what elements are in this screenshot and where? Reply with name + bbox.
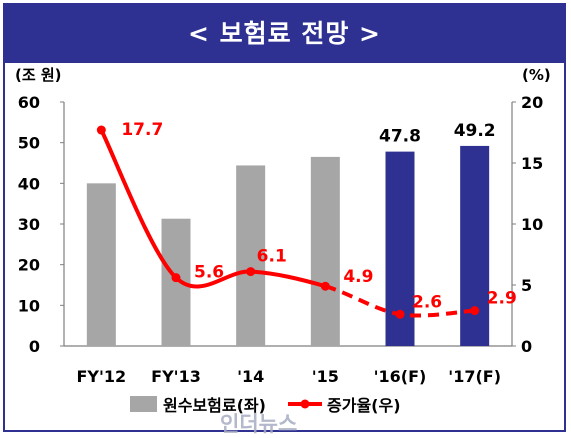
right-tick-label: 10 [521,215,543,234]
left-tick-label: 10 [18,296,40,315]
growth-value-label: 4.9 [343,267,373,287]
growth-value-label: 2.9 [487,289,517,309]
category-label: FY'13 [151,367,201,386]
legend-line-marker [300,399,310,409]
left-tick-label: 60 [18,93,40,112]
growth-marker-6 [470,306,480,316]
growth-marker-1 [96,125,106,135]
growth-value-label: 17.7 [121,120,163,140]
right-tick-label: 20 [521,93,543,112]
legend-bar-label: 원수보험료(좌) [163,396,266,415]
left-tick-label: 40 [18,174,40,193]
bar-value-label: 47.8 [379,127,421,147]
right-tick-label: 5 [521,276,532,295]
bar-value-label: 49.2 [454,121,496,141]
right-tick-label: 15 [521,154,543,173]
bar-1 [86,183,116,346]
left-tick-label: 30 [18,215,40,234]
chart-title: < 보험료 전망 > [187,19,381,48]
growth-marker-5 [395,309,405,319]
growth-value-label: 2.6 [412,292,442,312]
left-axis-unit: (조 원) [15,66,62,84]
category-label: FY'12 [76,367,126,386]
right-tick-label: 0 [521,337,532,356]
category-label: '15 [312,367,339,386]
category-label: '14 [237,367,264,386]
growth-marker-4 [320,281,330,291]
left-tick-label: 50 [18,134,40,153]
category-label: '16(F) [374,367,427,386]
legend-line-label: 증가율(우) [327,396,401,415]
left-tick-label: 20 [18,256,40,275]
bar-6 [460,145,490,346]
category-label: '17(F) [448,367,501,386]
right-axis-unit: (%) [522,66,551,84]
legend-bar-swatch [130,396,157,412]
growth-marker-3 [246,267,256,277]
growth-value-label: 5.6 [194,263,224,283]
growth-value-label: 6.1 [257,247,287,267]
growth-line-actual [99,128,328,289]
bar-4 [310,156,340,346]
watermark: 인더뉴스 [220,412,298,436]
left-tick-label: 0 [29,337,40,356]
title-banner [5,5,564,63]
growth-marker-2 [171,273,181,283]
bar-3 [236,165,266,346]
